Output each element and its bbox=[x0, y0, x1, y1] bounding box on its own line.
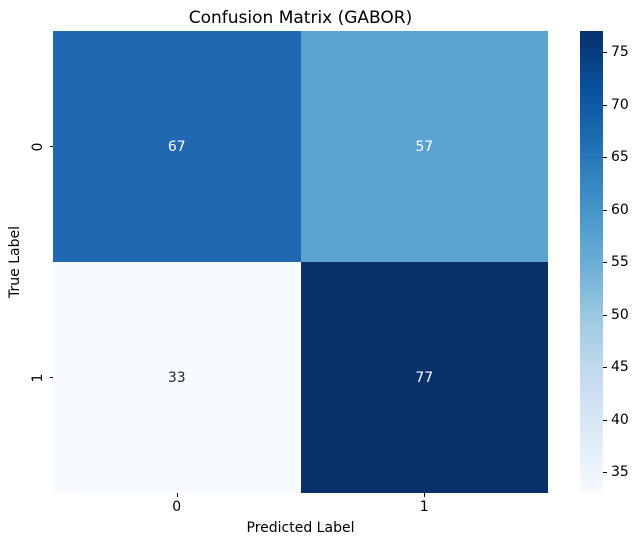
heatmap-cell-1-0: 33 bbox=[53, 262, 301, 493]
colorbar-tick-label: 70 bbox=[611, 96, 629, 113]
x-axis-tick-label: 1 bbox=[419, 499, 429, 515]
colorbar-tick-mark bbox=[603, 262, 607, 263]
colorbar-tick-label: 55 bbox=[611, 254, 629, 270]
colorbar-tick-mark bbox=[603, 314, 607, 316]
colorbar bbox=[580, 31, 603, 493]
cell-value: 77 bbox=[415, 369, 434, 386]
y-axis-tick-label: 0 bbox=[30, 142, 46, 151]
colorbar-tick-label: 75 bbox=[611, 44, 629, 60]
colorbar-tick-label: 45 bbox=[611, 359, 629, 375]
colorbar-tick-label: 35 bbox=[611, 464, 629, 480]
colorbar-tick-label: 40 bbox=[611, 411, 629, 428]
colorbar-tick-label: 65 bbox=[611, 149, 629, 165]
x-axis-tick-mark bbox=[176, 493, 178, 497]
y-axis-tick-mark bbox=[49, 377, 53, 378]
colorbar-tick-mark bbox=[603, 209, 607, 211]
cell-value: 33 bbox=[167, 369, 186, 386]
heatmap: 67 57 33 77 bbox=[53, 31, 548, 493]
cell-value: 57 bbox=[415, 138, 434, 155]
colorbar-tick-mark bbox=[603, 419, 607, 421]
x-axis-tick-mark bbox=[424, 493, 425, 497]
x-axis-tick-label: 0 bbox=[172, 499, 182, 515]
x-axis-label: Predicted Label bbox=[246, 520, 355, 536]
colorbar-tick-label: 50 bbox=[611, 306, 629, 323]
heatmap-cell-0-0: 67 bbox=[53, 31, 301, 262]
colorbar-tick-mark bbox=[603, 472, 607, 473]
colorbar-tick-mark bbox=[603, 367, 607, 368]
cell-value: 67 bbox=[167, 138, 186, 155]
colorbar-tick-mark bbox=[603, 157, 607, 158]
colorbar-tick-mark bbox=[603, 104, 607, 106]
y-axis-tick-label: 1 bbox=[30, 373, 46, 382]
y-axis-tick-mark bbox=[49, 146, 53, 147]
colorbar-tick-label: 60 bbox=[611, 201, 629, 218]
colorbar-ticks: 35 40 45 50 55 60 65 70 75 bbox=[580, 31, 640, 493]
heatmap-cell-0-1: 57 bbox=[300, 31, 548, 262]
chart-title: Confusion Matrix (GABOR) bbox=[188, 8, 413, 28]
colorbar-tick-mark bbox=[603, 52, 607, 53]
y-axis-label: True Label bbox=[7, 226, 23, 298]
heatmap-cell-1-1: 77 bbox=[300, 262, 548, 493]
